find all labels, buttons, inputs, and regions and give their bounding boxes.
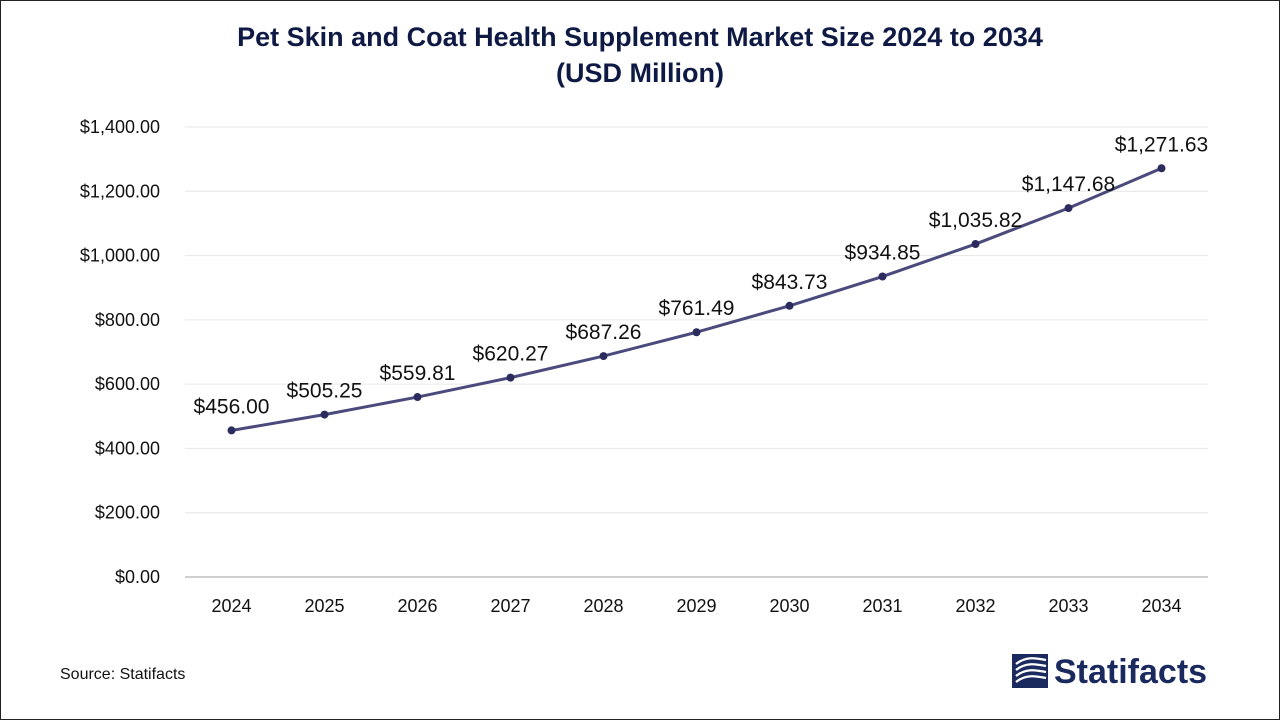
y-tick-label: $1,400.00 (80, 117, 160, 137)
data-point (227, 426, 236, 435)
x-tick-label: 2034 (1141, 596, 1181, 616)
x-tick-label: 2029 (676, 596, 716, 616)
x-tick-label: 2027 (490, 596, 530, 616)
y-tick-label: $600.00 (95, 374, 160, 394)
source-note: Source: Statifacts (60, 666, 186, 683)
y-tick-label: $0.00 (115, 567, 160, 587)
data-point (1157, 164, 1166, 173)
data-label: $1,271.63 (1115, 133, 1208, 156)
x-tick-label: 2031 (862, 596, 902, 616)
chart-title: Pet Skin and Coat Health Supplement Mark… (237, 22, 1043, 52)
data-label: $456.00 (194, 395, 270, 418)
y-tick-label: $400.00 (95, 438, 160, 458)
data-point (1064, 204, 1073, 213)
x-tick-label: 2030 (769, 596, 809, 616)
y-tick-label: $1,200.00 (80, 181, 160, 201)
data-label: $620.27 (473, 343, 549, 366)
data-label: $1,035.82 (929, 209, 1022, 232)
statifacts-logo-text: Statifacts (1054, 653, 1208, 691)
y-tick-label: $1,000.00 (80, 246, 160, 266)
data-label: $559.81 (380, 362, 456, 385)
x-tick-label: 2024 (211, 596, 251, 616)
data-point (599, 352, 608, 361)
data-point (785, 301, 794, 310)
x-tick-label: 2033 (1048, 596, 1088, 616)
data-point (878, 272, 887, 281)
data-point (692, 328, 701, 337)
y-tick-label: $800.00 (95, 310, 160, 330)
x-tick-label: 2032 (955, 596, 995, 616)
data-point (506, 373, 515, 382)
data-label: $1,147.68 (1022, 173, 1115, 196)
data-label: $934.85 (845, 242, 921, 265)
data-label: $761.49 (659, 297, 735, 320)
y-tick-label: $200.00 (95, 503, 160, 523)
statifacts-logo: Statifacts (1012, 650, 1222, 694)
data-label: $687.26 (566, 321, 642, 344)
x-tick-label: 2028 (583, 596, 623, 616)
data-point (413, 393, 422, 402)
statifacts-logo-icon (1012, 654, 1048, 688)
x-tick-label: 2025 (304, 596, 344, 616)
data-point (971, 240, 980, 249)
data-point (320, 410, 329, 419)
data-label: $505.25 (287, 380, 363, 403)
x-tick-label: 2026 (397, 596, 437, 616)
data-label: $843.73 (752, 271, 828, 294)
chart-subtitle: (USD Million) (556, 58, 724, 88)
